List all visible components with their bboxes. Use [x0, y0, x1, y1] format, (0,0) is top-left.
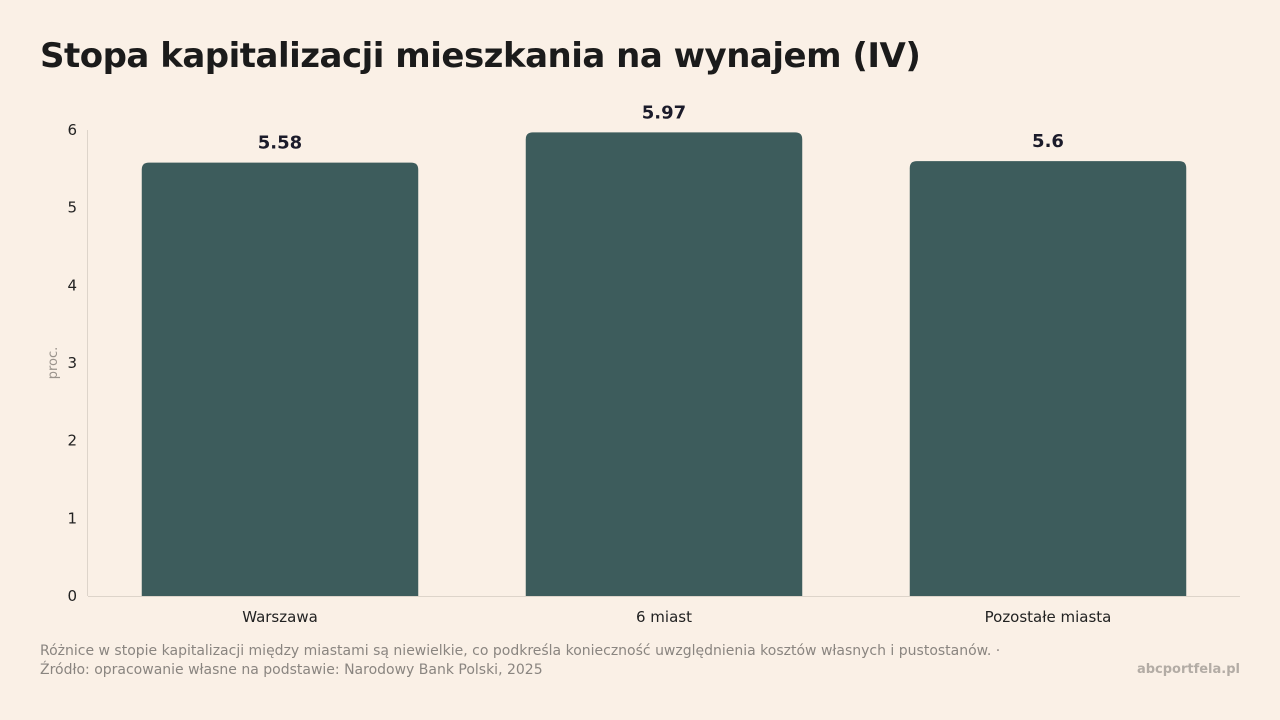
y-axis-label: proc.	[46, 347, 61, 380]
bar	[909, 161, 1187, 597]
x-tick-label: Warszawa	[242, 608, 318, 626]
y-tick-label: 1	[67, 509, 77, 527]
y-tick-label: 4	[67, 276, 77, 294]
x-tick-label: Pozostałe miasta	[985, 608, 1112, 626]
bar	[525, 132, 803, 596]
chart-footnote: Różnice w stopie kapitalizacji między mi…	[40, 643, 1001, 678]
brand-watermark: abcportfela.pl	[1136, 662, 1240, 677]
bar-value-label: 5.58	[258, 133, 302, 154]
bar-value-label: 5.6	[1032, 131, 1064, 152]
y-tick-label: 3	[67, 354, 77, 372]
y-tick-label: 6	[67, 121, 77, 139]
bar-value-label: 5.97	[642, 102, 686, 123]
y-tick-label: 2	[67, 432, 77, 450]
chart-title: Stopa kapitalizacji mieszkania na wynaje…	[40, 36, 921, 76]
y-tick-label: 5	[67, 199, 77, 217]
x-tick-label: 6 miast	[636, 608, 692, 626]
bar	[141, 162, 419, 596]
y-tick-label: 0	[67, 587, 77, 605]
